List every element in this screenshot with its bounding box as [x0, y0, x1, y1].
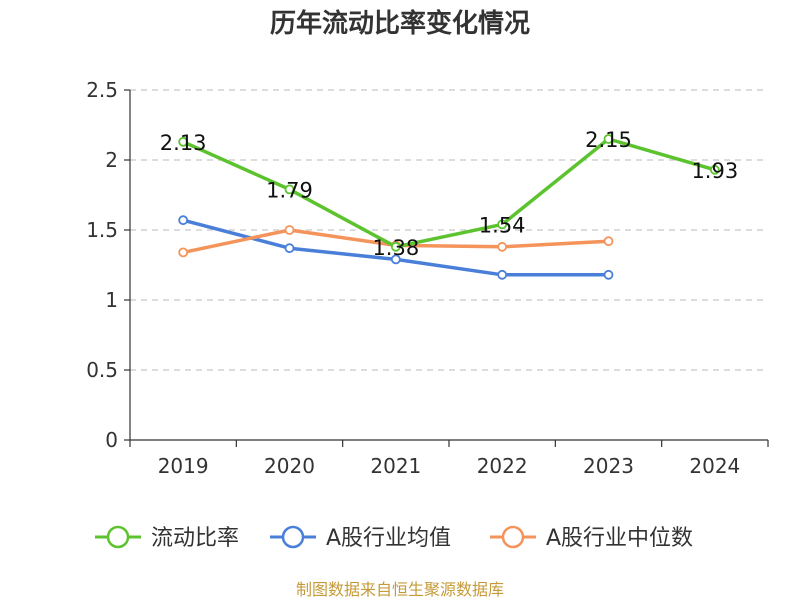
- grid: [130, 89, 768, 371]
- x-tick-label: 2020: [264, 454, 315, 478]
- x-tick-label: 2022: [477, 454, 528, 478]
- data-point: [284, 225, 295, 235]
- y-tick-label: 1.5: [86, 218, 118, 242]
- y-tick-label: 0: [105, 428, 118, 452]
- data-label: 1.93: [691, 159, 738, 183]
- data-label: 2.13: [160, 131, 207, 155]
- data-point: [603, 236, 614, 247]
- legend-label: A股行业中位数: [546, 526, 693, 551]
- data-point: [178, 215, 189, 226]
- x-tick-label: 2024: [689, 454, 740, 478]
- y-tick-label: 0.5: [86, 358, 118, 382]
- data-label: 1.38: [372, 236, 419, 260]
- data-label: 1.54: [479, 213, 526, 237]
- legend-marker-icon: [501, 525, 525, 549]
- legend-item-1[interactable]: A股行业均值: [270, 525, 451, 551]
- data-point: [497, 219, 508, 230]
- y-tick-label: 2.5: [86, 78, 118, 102]
- x-tick-label: 2023: [583, 454, 634, 478]
- data-label: 2.15: [585, 128, 632, 152]
- data-point: [603, 269, 614, 280]
- chart-title: 历年流动比率变化情况: [270, 8, 530, 39]
- legend-label: A股行业均值: [326, 526, 451, 551]
- series-line-0: [181, 137, 717, 249]
- data-point: [284, 184, 295, 195]
- legend-item-2[interactable]: A股行业中位数: [490, 525, 693, 551]
- data-point: [603, 134, 614, 144]
- x-tick-label: 2019: [158, 454, 209, 478]
- data-point: [497, 269, 508, 280]
- data-point: [709, 164, 720, 175]
- data-point: [178, 247, 189, 258]
- series: [178, 134, 720, 280]
- legend-label: 流动比率: [151, 526, 239, 551]
- x-tick-label: 2021: [370, 454, 421, 478]
- source-note: 制图数据来自恒生聚源数据库: [296, 580, 504, 599]
- data-point: [497, 241, 508, 252]
- y-tick-label: 2: [105, 148, 118, 172]
- axes: 0 0.5 1 1.5 2 2.5 2019 2020 2021 2022 2023 2024: [86, 78, 769, 478]
- data-point: [390, 241, 401, 252]
- data-labels: 2.13 1.79 1.38 1.54 2.15 1.93: [160, 128, 738, 260]
- legend-marker-icon: [281, 525, 305, 549]
- y-tick-label: 1: [105, 288, 118, 312]
- legend-marker-icon: [106, 525, 130, 549]
- data-point: [390, 254, 401, 265]
- legend-item-0[interactable]: 流动比率: [95, 525, 239, 551]
- data-point: [284, 243, 295, 254]
- legend[interactable]: 流动比率 A股行业均值 A股行业中位数: [95, 525, 693, 551]
- data-label: 1.79: [266, 178, 313, 202]
- data-point: [178, 136, 189, 147]
